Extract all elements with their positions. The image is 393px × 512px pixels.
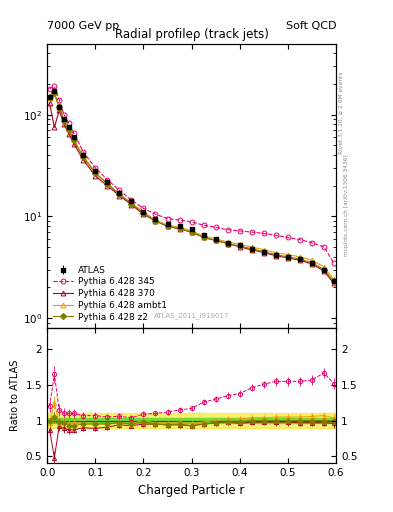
Y-axis label: Ratio to ATLAS: Ratio to ATLAS [10,360,20,431]
Title: Radial profileρ (track jets): Radial profileρ (track jets) [115,28,268,41]
Text: Rivet 3.1.10, ≥ 2.6M events: Rivet 3.1.10, ≥ 2.6M events [339,72,344,154]
Bar [47,418,336,423]
Text: mcplots.cern.ch [arXiv:1306.3436]: mcplots.cern.ch [arXiv:1306.3436] [344,154,349,255]
X-axis label: Charged Particle r: Charged Particle r [138,484,245,497]
Text: ATLAS_2011_I919017: ATLAS_2011_I919017 [154,313,230,319]
Legend: ATLAS, Pythia 6.428 345, Pythia 6.428 370, Pythia 6.428 ambt1, Pythia 6.428 z2: ATLAS, Pythia 6.428 345, Pythia 6.428 37… [51,264,169,324]
Text: 7000 GeV pp: 7000 GeV pp [47,20,119,31]
Bar [47,414,336,428]
Text: Soft QCD: Soft QCD [286,20,336,31]
